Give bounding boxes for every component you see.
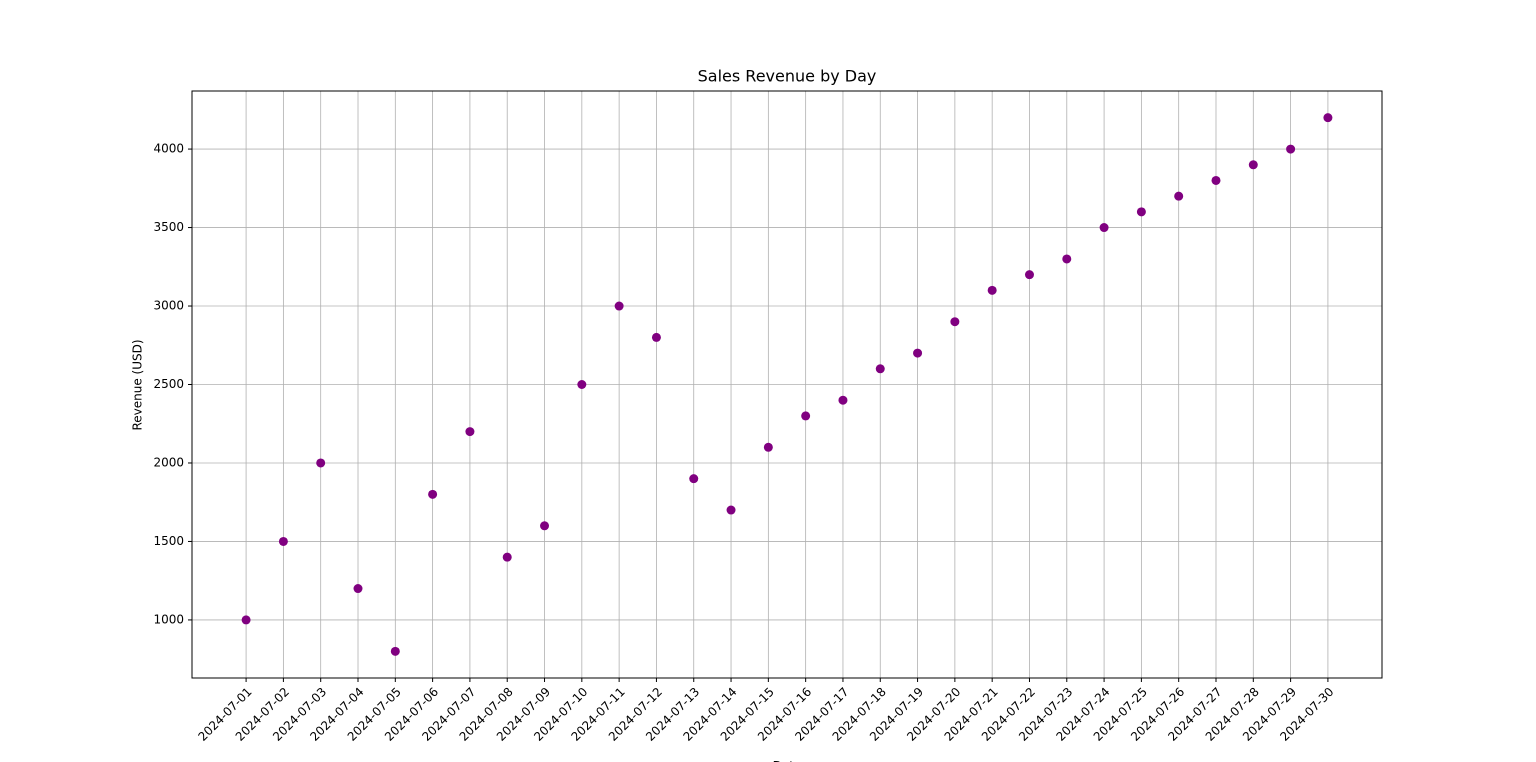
y-tick-label: 3000 bbox=[153, 299, 184, 313]
point bbox=[1248, 160, 1258, 170]
y-tick-label: 1000 bbox=[153, 612, 184, 626]
point bbox=[278, 536, 288, 546]
point bbox=[1211, 175, 1221, 185]
point bbox=[726, 505, 736, 515]
point bbox=[1174, 191, 1184, 201]
point bbox=[353, 584, 363, 594]
point bbox=[913, 348, 923, 358]
chart-title: Sales Revenue by Day bbox=[698, 67, 877, 86]
point bbox=[614, 301, 624, 311]
point bbox=[1062, 254, 1072, 264]
y-tick-label: 2000 bbox=[153, 455, 184, 469]
y-tick-label: 4000 bbox=[153, 142, 184, 156]
point bbox=[1136, 207, 1146, 217]
point bbox=[540, 521, 550, 531]
point bbox=[428, 489, 438, 499]
point bbox=[1323, 113, 1333, 123]
point bbox=[577, 380, 587, 389]
point bbox=[987, 285, 997, 295]
y-tick-label: 1500 bbox=[153, 534, 184, 548]
point bbox=[651, 332, 661, 342]
y-tick-label: 3500 bbox=[153, 220, 184, 234]
y-tick-label: 2500 bbox=[153, 377, 184, 391]
point bbox=[465, 427, 475, 437]
point bbox=[763, 442, 773, 452]
point bbox=[689, 474, 699, 484]
point bbox=[1286, 144, 1296, 154]
point bbox=[390, 646, 400, 656]
point bbox=[950, 317, 960, 327]
point bbox=[838, 395, 848, 405]
point bbox=[875, 364, 885, 374]
y-axis-label: Revenue (USD) bbox=[131, 339, 145, 430]
point bbox=[241, 615, 251, 625]
point bbox=[1099, 223, 1109, 233]
point bbox=[1024, 270, 1034, 280]
point bbox=[502, 552, 512, 562]
point bbox=[316, 458, 326, 468]
point bbox=[801, 411, 811, 421]
plot-frame bbox=[191, 90, 1383, 679]
x-axis-label: Date bbox=[773, 759, 802, 762]
